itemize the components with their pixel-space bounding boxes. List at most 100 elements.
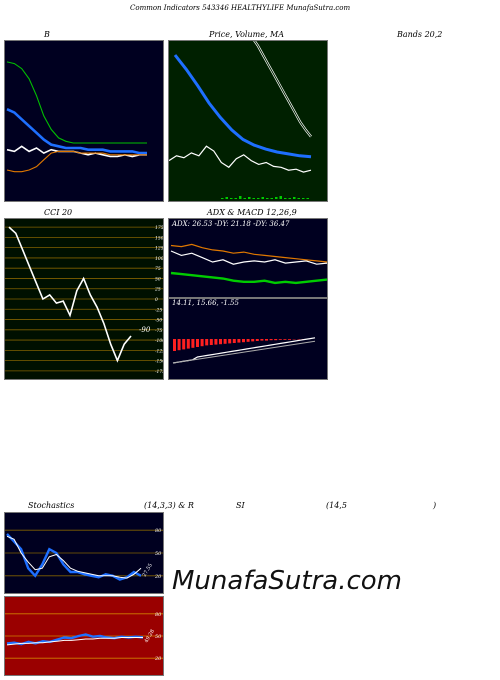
cci-tick-label: -75 bbox=[155, 328, 162, 334]
volume-bar bbox=[279, 196, 282, 199]
adx-minus-di-line bbox=[170, 271, 327, 285]
volume-bar bbox=[302, 198, 305, 199]
macd-histogram-bar bbox=[214, 339, 218, 345]
bollinger-chart bbox=[6, 61, 147, 173]
volume-bar bbox=[243, 198, 246, 199]
price-ma-long-inner bbox=[254, 41, 312, 137]
stoch-tick-label: 20 bbox=[154, 574, 162, 580]
macd-histogram-bar bbox=[182, 339, 186, 350]
macd-histogram-bar bbox=[219, 339, 222, 345]
macd-histogram-bar bbox=[200, 339, 204, 347]
macd-histogram-bar bbox=[246, 339, 250, 342]
volume-bar bbox=[261, 197, 264, 199]
label-stoch-params: (14,3,3) & R bbox=[144, 501, 194, 510]
volume-bar bbox=[293, 197, 296, 199]
volume-bar bbox=[266, 198, 269, 199]
price-ma-fast-line bbox=[173, 54, 312, 159]
bollinger-lower-line bbox=[6, 150, 147, 173]
cci-tick-label: 0 bbox=[155, 297, 158, 303]
cci-tick-label: -50 bbox=[155, 318, 162, 324]
price-panel bbox=[168, 40, 328, 202]
macd-histogram-bar bbox=[232, 339, 236, 343]
label-adx-macd: ADX & MACD 12,26,9 bbox=[207, 208, 297, 217]
cci-line bbox=[8, 226, 132, 363]
label-rsi-params: (14,5 bbox=[326, 501, 347, 510]
macd-histogram-bar bbox=[251, 339, 255, 342]
rsi-panel: 80 50 20 49.28 bbox=[4, 596, 164, 676]
label-bollinger: B bbox=[44, 30, 50, 39]
stoch-d-line bbox=[6, 535, 142, 579]
cci-tick-label: -150 bbox=[155, 359, 163, 365]
cci-tick-label: -175 bbox=[155, 369, 163, 375]
volume-bar bbox=[225, 197, 228, 199]
cci-tick-label: -125 bbox=[155, 348, 163, 354]
volume-bar bbox=[234, 198, 237, 199]
macd-panel bbox=[168, 298, 328, 380]
watermark: MunafaSutra.com bbox=[172, 566, 403, 596]
cci-tick-label: 150 bbox=[155, 235, 163, 241]
price-ma-long-line bbox=[253, 41, 312, 138]
macd-histogram-bar bbox=[278, 339, 282, 340]
label-bands: Bands 20,2 bbox=[397, 30, 443, 39]
adx-panel bbox=[168, 218, 328, 298]
macd-histogram-bar bbox=[191, 339, 195, 348]
price-line bbox=[169, 145, 312, 173]
cci-panel: 175 150 125 100 75 50 25 0 -25 -50 -75 -100 -125 -150… bbox=[4, 218, 164, 380]
stochastics-panel: 80 50 20 27.55 bbox=[4, 512, 164, 594]
macd-histogram-bar bbox=[274, 339, 278, 341]
bollinger-middle-line bbox=[6, 108, 147, 155]
label-cci: CCI 20 bbox=[44, 208, 73, 217]
label-stochastics: Stochastics bbox=[28, 501, 75, 510]
volume-bar bbox=[248, 197, 251, 199]
rsi-avg-line bbox=[6, 637, 143, 646]
cci-tick-label: 125 bbox=[155, 246, 163, 252]
rsi-tick-label: 50 bbox=[155, 634, 162, 640]
macd-signal-line bbox=[172, 340, 316, 364]
cci-tick-label: 50 bbox=[155, 276, 161, 282]
macd-histogram-bar bbox=[237, 339, 241, 343]
cci-value-label: -90 bbox=[139, 326, 151, 334]
adx-adx-line bbox=[170, 250, 327, 265]
macd-histogram-bar bbox=[223, 339, 227, 344]
rsi-tick-label: 20 bbox=[154, 656, 162, 662]
price-chart bbox=[169, 41, 312, 199]
macd-histogram-bar bbox=[228, 339, 232, 344]
cci-chart: 175 150 125 100 75 50 25 0 -25 -50 -75 -100 -125 -150… bbox=[5, 225, 163, 375]
label-price-volume-ma: Price, Volume, MA bbox=[209, 30, 285, 39]
volume-bar bbox=[270, 198, 273, 199]
macd-line bbox=[172, 337, 316, 364]
macd-histogram-bar bbox=[255, 339, 259, 341]
cci-tick-label: 25 bbox=[154, 287, 161, 293]
macd-histogram-bar bbox=[283, 339, 287, 340]
volume-bar bbox=[297, 198, 300, 199]
stoch-tick-label: 50 bbox=[155, 551, 162, 557]
page-title: Common Indicators 543346 HEALTHYLIFE Mun… bbox=[130, 4, 351, 12]
bollinger-upper-line bbox=[6, 61, 147, 144]
label-rsi: SI bbox=[236, 501, 245, 510]
volume-bar bbox=[239, 196, 242, 199]
volume-bar bbox=[252, 198, 255, 199]
macd-histogram-bar bbox=[173, 339, 176, 351]
adx-values-label: ADX: 26.53 -DY: 21.18 -DY: 36.47 bbox=[172, 220, 290, 228]
cci-tick-label: 75 bbox=[155, 266, 161, 272]
stoch-k-line bbox=[6, 533, 142, 581]
cci-tick-label: 175 bbox=[155, 225, 163, 231]
macd-histogram-bar bbox=[288, 339, 291, 340]
volume-bar bbox=[284, 198, 287, 199]
macd-chart bbox=[172, 337, 316, 364]
cci-tick-label: -25 bbox=[155, 307, 162, 313]
macd-histogram-bar bbox=[269, 339, 273, 341]
volume-bar bbox=[221, 198, 224, 199]
cci-tick-label: -100 bbox=[155, 338, 163, 344]
macd-histogram-bar bbox=[186, 339, 190, 349]
macd-histogram-bar bbox=[260, 339, 264, 341]
volume-bar bbox=[230, 198, 233, 199]
macd-histogram-bar bbox=[242, 339, 245, 343]
macd-histogram-bar bbox=[196, 339, 199, 347]
label-paren: ) bbox=[433, 501, 437, 510]
volume-bar bbox=[306, 198, 309, 199]
macd-histogram-bar bbox=[177, 339, 181, 351]
volume-bar bbox=[288, 198, 291, 199]
